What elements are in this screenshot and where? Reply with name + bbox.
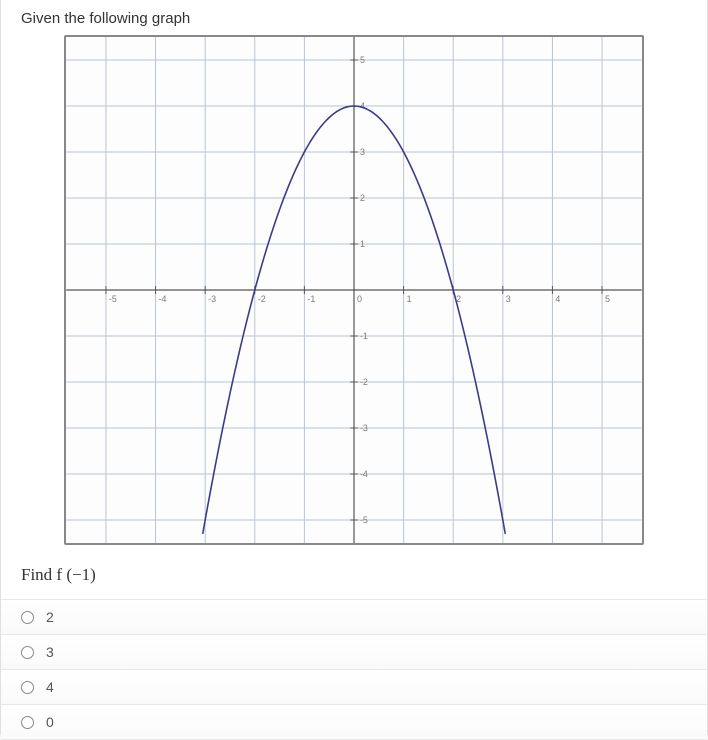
radio-icon bbox=[21, 646, 34, 659]
option-row[interactable]: 4 bbox=[1, 670, 707, 705]
svg-text:5: 5 bbox=[360, 55, 365, 65]
svg-text:4: 4 bbox=[555, 294, 560, 304]
options-list: 2 3 4 0 bbox=[1, 599, 707, 740]
svg-text:1: 1 bbox=[407, 294, 412, 304]
svg-text:-3: -3 bbox=[208, 294, 216, 304]
svg-text:-4: -4 bbox=[360, 469, 368, 479]
option-row[interactable]: 3 bbox=[1, 635, 707, 670]
graph-svg: -5-4-3-2-1012345-5-4-3-2-112345 bbox=[66, 37, 642, 543]
svg-text:1: 1 bbox=[360, 239, 365, 249]
option-label: 2 bbox=[46, 609, 54, 625]
svg-text:-1: -1 bbox=[307, 294, 315, 304]
option-label: 3 bbox=[46, 644, 54, 660]
option-label: 4 bbox=[46, 679, 54, 695]
svg-text:-5: -5 bbox=[360, 515, 368, 525]
option-label: 0 bbox=[46, 714, 54, 730]
svg-text:-3: -3 bbox=[360, 423, 368, 433]
svg-text:3: 3 bbox=[506, 294, 511, 304]
svg-text:-2: -2 bbox=[258, 294, 266, 304]
svg-text:3: 3 bbox=[360, 147, 365, 157]
radio-icon bbox=[21, 611, 34, 624]
find-text: Find f (−1) bbox=[1, 557, 707, 593]
svg-text:4: 4 bbox=[360, 101, 365, 111]
svg-text:-4: -4 bbox=[159, 294, 167, 304]
option-row[interactable]: 2 bbox=[1, 600, 707, 635]
question-container: Given the following graph -5 -4 -3 -2 -1 0 1 2 3… bbox=[0, 0, 708, 735]
graph-wrap: -5-4-3-2-1012345-5-4-3-2-112345 bbox=[1, 35, 707, 557]
svg-text:0: 0 bbox=[357, 294, 362, 304]
radio-icon bbox=[21, 681, 34, 694]
svg-text:2: 2 bbox=[360, 193, 365, 203]
prompt-text: Given the following graph bbox=[1, 10, 707, 35]
radio-icon bbox=[21, 716, 34, 729]
svg-text:-2: -2 bbox=[360, 377, 368, 387]
svg-text:-5: -5 bbox=[109, 294, 117, 304]
svg-text:-1: -1 bbox=[360, 331, 368, 341]
svg-text:5: 5 bbox=[605, 294, 610, 304]
graph-box: -5-4-3-2-1012345-5-4-3-2-112345 bbox=[64, 35, 644, 545]
